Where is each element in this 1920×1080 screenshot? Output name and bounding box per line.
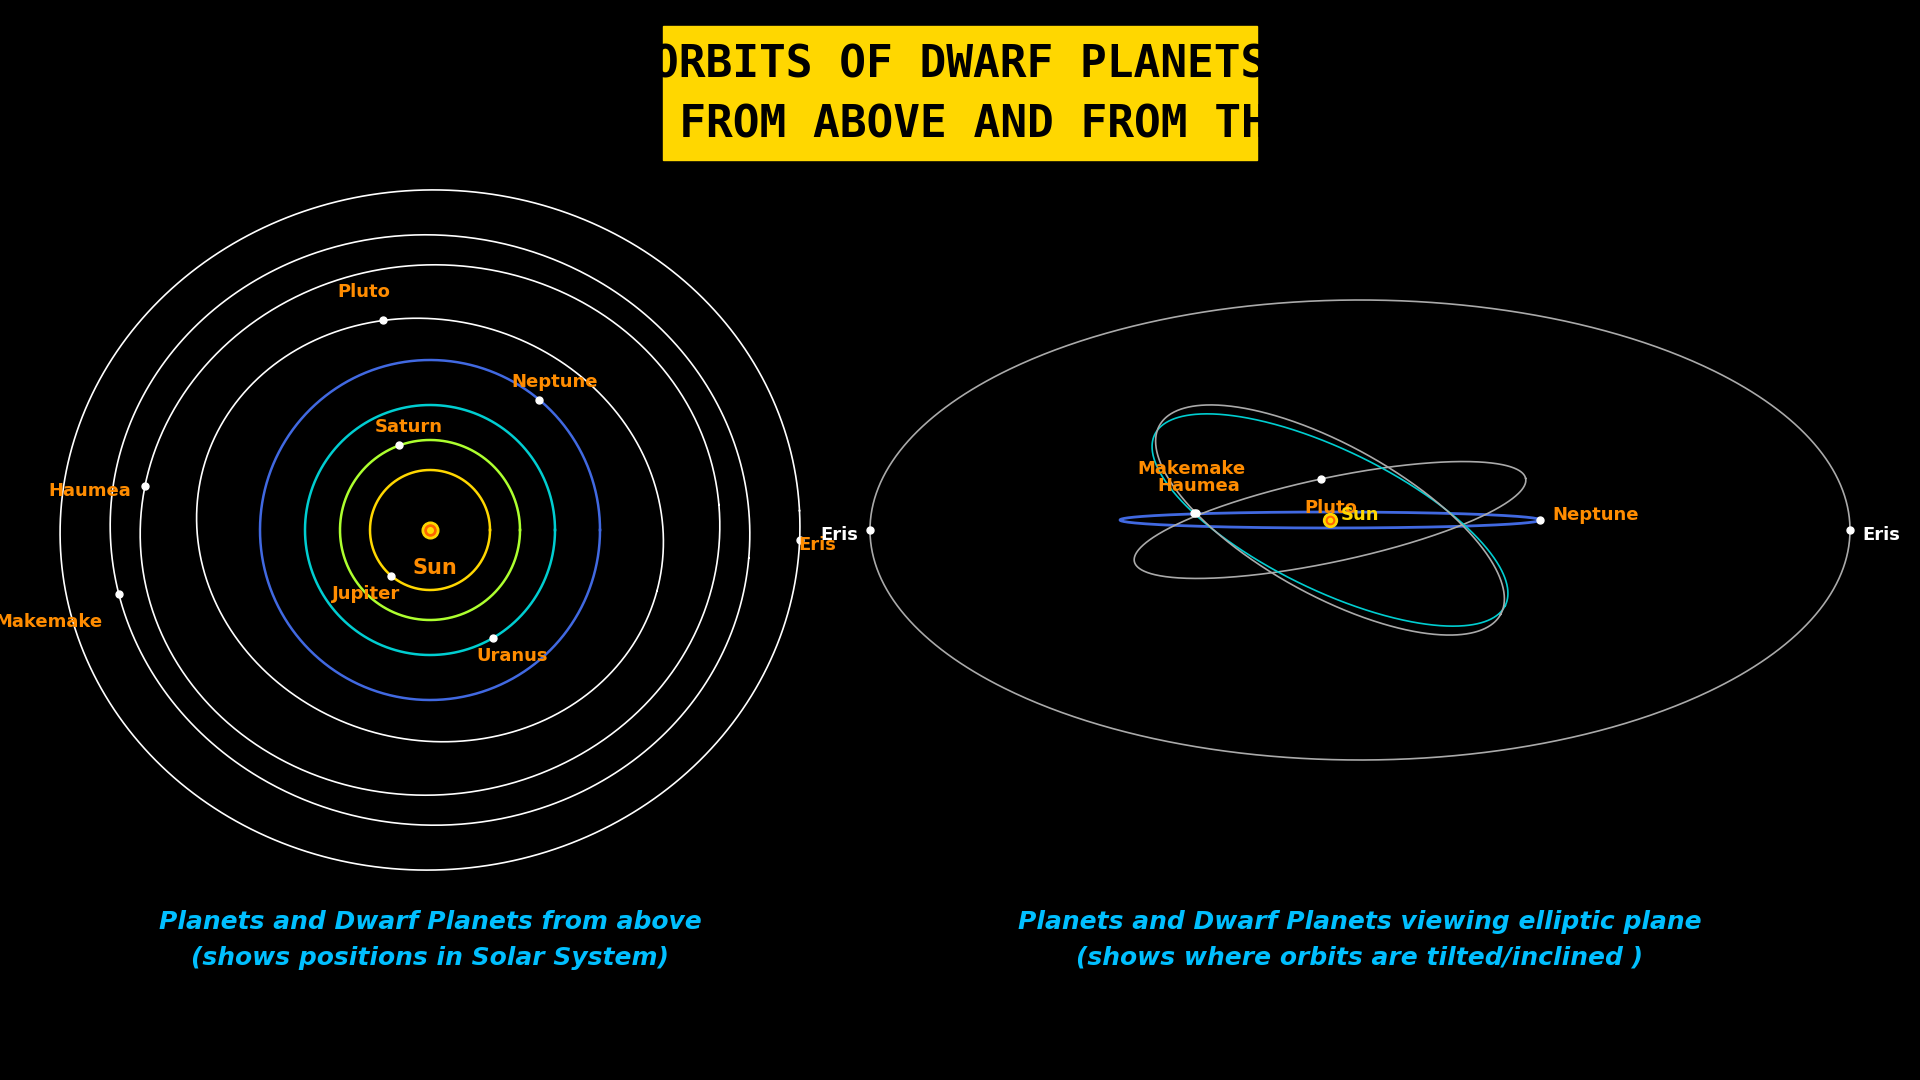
Text: Sun: Sun xyxy=(1340,507,1379,524)
Text: Sun: Sun xyxy=(413,558,457,578)
Text: Eris: Eris xyxy=(1862,526,1901,544)
Text: Makemake: Makemake xyxy=(0,613,104,632)
Text: Neptune: Neptune xyxy=(1551,507,1638,524)
FancyBboxPatch shape xyxy=(662,26,1258,160)
Text: Planets and Dwarf Planets from above
(shows positions in Solar System): Planets and Dwarf Planets from above (sh… xyxy=(159,910,701,970)
Text: Pluto: Pluto xyxy=(336,283,390,301)
Text: Neptune: Neptune xyxy=(511,373,597,391)
Text: Planets and Dwarf Planets viewing elliptic plane
(shows where orbits are tilted/: Planets and Dwarf Planets viewing ellipt… xyxy=(1018,910,1701,970)
Text: Eris: Eris xyxy=(820,526,858,544)
Text: Haumea: Haumea xyxy=(1158,477,1240,496)
Text: ORBITS OF DWARF PLANETS
VIEWED FROM ABOVE AND FROM THE SIDE: ORBITS OF DWARF PLANETS VIEWED FROM ABOV… xyxy=(492,43,1428,147)
Text: Haumea: Haumea xyxy=(48,482,131,500)
Text: Uranus: Uranus xyxy=(476,647,549,665)
Text: Makemake: Makemake xyxy=(1137,460,1246,478)
Text: Eris: Eris xyxy=(799,537,837,554)
Text: Saturn: Saturn xyxy=(374,418,444,436)
Text: Pluto: Pluto xyxy=(1306,499,1357,517)
Text: Jupiter: Jupiter xyxy=(332,585,401,603)
